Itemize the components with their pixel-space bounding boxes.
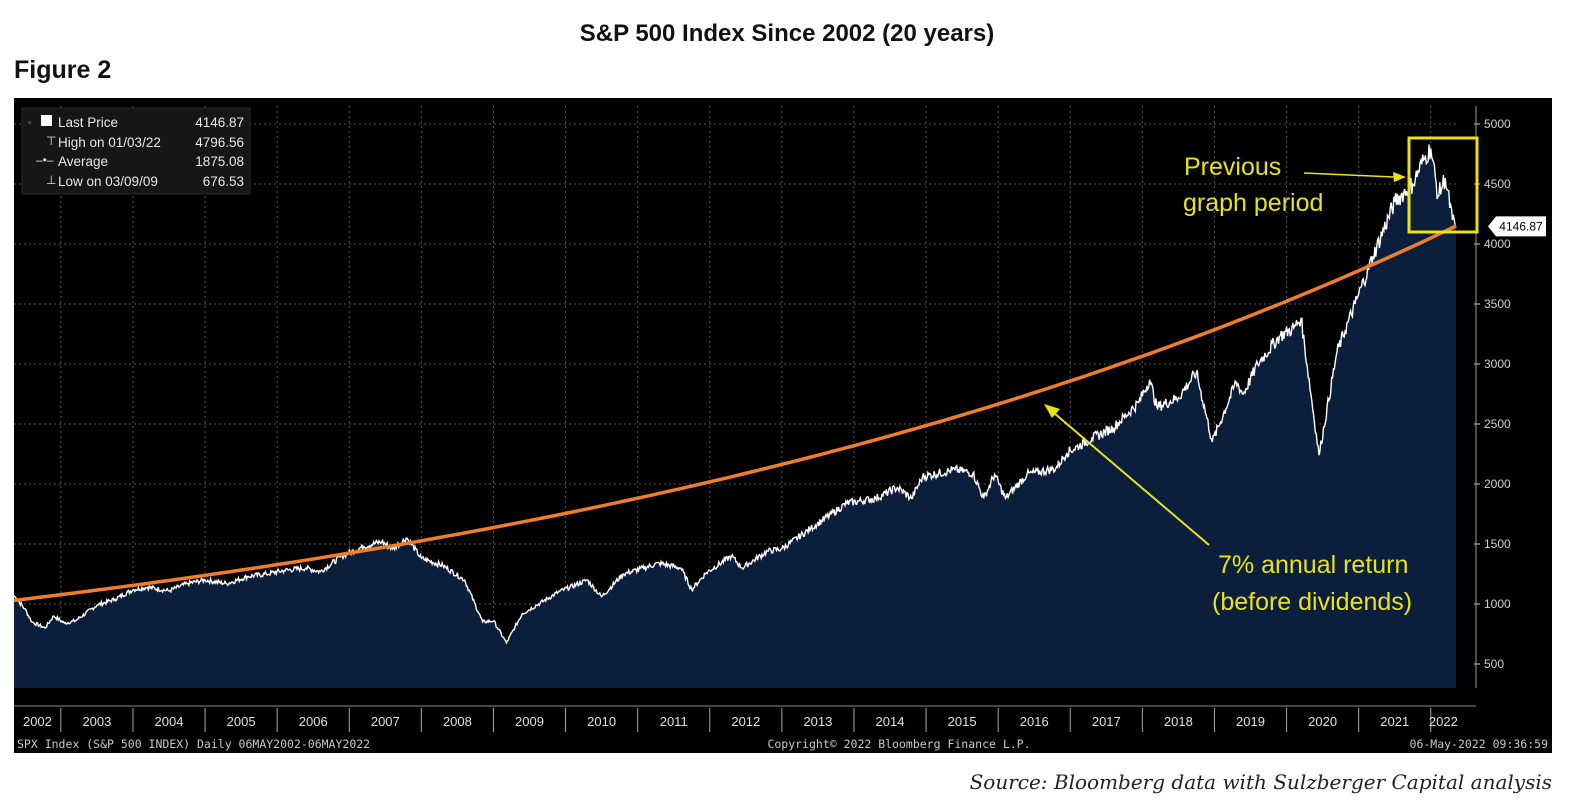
x-tick-label: 2018 — [1164, 714, 1193, 729]
y-tick-label: 1500 — [1484, 537, 1511, 551]
x-tick-label: 2004 — [155, 714, 184, 729]
footer-left: SPX Index (S&P 500 INDEX) Daily 06MAY200… — [17, 737, 370, 751]
legend-value-average: 1875.08 — [195, 154, 244, 169]
legend-value-last-price: 4146.87 — [195, 115, 244, 130]
y-axis: 500 1000 1500 2000 2500 3000 3500 4000 4500 5000 — [1474, 106, 1511, 688]
legend-swatch-last-price — [41, 115, 52, 126]
x-tick-label: 2006 — [299, 714, 328, 729]
legend-marker-low: ⊥ — [46, 173, 56, 187]
annual-return-arrowhead — [1044, 404, 1060, 418]
x-tick-label: 2007 — [371, 714, 400, 729]
last-price-tag: 4146.87 — [1488, 216, 1546, 237]
legend-value-high: 4796.56 — [195, 135, 244, 150]
last-price-tag-value: 4146.87 — [1499, 219, 1543, 233]
legend-background — [21, 107, 251, 195]
legend-marker-high: ⊤ — [46, 134, 56, 148]
annotation-annual-return: 7% annual return (before dividends) — [1044, 404, 1412, 616]
source-note: Source: Bloomberg data with Sulzberger C… — [969, 770, 1552, 794]
x-tick-label: 2017 — [1092, 714, 1121, 729]
previous-period-box — [1407, 136, 1479, 234]
legend-label-high: High on 01/03/22 — [58, 135, 161, 150]
chart-panel: 500 1000 1500 2000 2500 3000 3500 4000 4500 5000 … — [13, 98, 1552, 753]
legend-marker-last-price: ▫ — [28, 117, 31, 127]
annotation-previous-period: Previous graph period — [1183, 136, 1479, 234]
y-tick-label: 500 — [1484, 657, 1504, 671]
x-tick-label: 2011 — [660, 714, 688, 729]
x-tick-label: 2003 — [82, 714, 111, 729]
previous-period-arrowhead — [1393, 172, 1406, 182]
annual-return-label-line2: (before dividends) — [1212, 588, 1412, 616]
previous-period-label-line2: graph period — [1183, 189, 1323, 217]
x-tick-label: 2021 — [1380, 714, 1409, 729]
previous-period-label-line1: Previous — [1184, 153, 1281, 181]
price-line — [13, 144, 1457, 645]
last-price-tag-shape — [1488, 216, 1546, 237]
y-tick-label: 2500 — [1484, 417, 1511, 431]
legend-marker-average: –•– — [36, 153, 54, 167]
legend: ▫ ⊤ –•– ⊥ Last Price 4146.87 High on 01/… — [21, 107, 251, 195]
price-area — [14, 144, 1456, 688]
x-tick-label: 2009 — [515, 714, 544, 729]
previous-period-arrow — [1303, 172, 1395, 178]
y-tick-label: 4500 — [1484, 177, 1511, 191]
annual-return-arrow — [1053, 412, 1210, 546]
x-tick-label: 2008 — [443, 714, 472, 729]
y-tick-label: 1000 — [1484, 597, 1511, 611]
legend-value-low: 676.53 — [203, 174, 244, 189]
annual-return-label-line1: 7% annual return — [1218, 551, 1408, 579]
footer-right: 06-May-2022 09:36:59 — [1410, 737, 1549, 751]
figure-label: Figure 2 — [14, 56, 112, 84]
trend-layer — [13, 224, 1457, 603]
y-tick-label: 5000 — [1484, 117, 1511, 131]
x-tick-label: 2005 — [227, 714, 256, 729]
chart-svg: 500100015002000250030003500400045005000 … — [13, 98, 1552, 753]
y-tick-label: 4000 — [1484, 237, 1511, 251]
x-tick-label: 2022 — [1429, 714, 1458, 729]
x-tick-label: 2015 — [948, 714, 977, 729]
area-layer — [13, 144, 1457, 688]
x-tick-label: 2020 — [1308, 714, 1337, 729]
x-tick-label: 2013 — [803, 714, 832, 729]
x-tick-label: 2012 — [731, 714, 760, 729]
trend-line — [13, 224, 1457, 603]
chart-title: S&P 500 Index Since 2002 (20 years) — [579, 20, 995, 47]
x-tick-label: 2016 — [1020, 714, 1049, 729]
x-tick-label: 2014 — [876, 714, 905, 729]
legend-label-low: Low on 03/09/09 — [58, 174, 158, 189]
x-tick-label: 2002 — [23, 714, 52, 729]
y-tick-label: 3500 — [1484, 297, 1511, 311]
y-tick-label: 3000 — [1484, 357, 1511, 371]
legend-label-average: Average — [58, 154, 108, 169]
x-tick-label: 2019 — [1236, 714, 1265, 729]
legend-label-last-price: Last Price — [58, 115, 118, 130]
x-tick-label: 2010 — [587, 714, 616, 729]
x-axis: 2002 2003 2004 2005 2006 2007 2008 2009 2010 2011… — [14, 705, 1476, 732]
y-tick-label: 2000 — [1484, 477, 1511, 491]
footer-center: Copyright© 2022 Bloomberg Finance L.P. — [767, 737, 1030, 751]
